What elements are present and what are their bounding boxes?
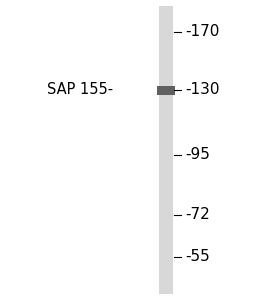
Bar (157, 85, 175, 94)
Text: SAP 155-: SAP 155- (47, 82, 113, 98)
Text: -130: -130 (185, 82, 220, 98)
Bar (159, 6, 174, 294)
Text: -95: -95 (185, 147, 210, 162)
Text: -170: -170 (185, 24, 219, 39)
Text: -72: -72 (185, 207, 210, 222)
Text: -55: -55 (185, 249, 210, 264)
